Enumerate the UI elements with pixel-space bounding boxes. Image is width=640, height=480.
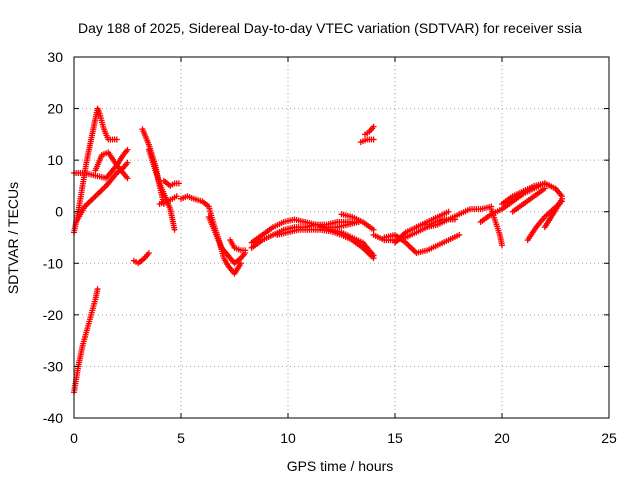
x-tick-label: 5 xyxy=(177,430,185,446)
data-series-arc-z xyxy=(488,206,505,249)
chart-title: Day 188 of 2025, Sidereal Day-to-day VTE… xyxy=(78,20,582,36)
plot-frame xyxy=(73,56,610,419)
data-series-arc-ad xyxy=(541,195,565,231)
data-point-marker xyxy=(370,252,377,259)
data-series-arc-ab xyxy=(509,185,548,215)
x-tick-label: 25 xyxy=(601,430,617,446)
y-tick-label: -40 xyxy=(43,410,63,426)
data-point-marker xyxy=(124,175,131,182)
data-series-arc-m xyxy=(227,237,249,254)
data-point-marker xyxy=(541,185,548,192)
data-point-marker xyxy=(370,123,377,130)
data-point-marker xyxy=(370,136,377,143)
data-point-marker xyxy=(113,136,120,143)
data-series-arc-t xyxy=(362,123,377,138)
data-series-arc-f xyxy=(130,249,152,267)
x-axis-label: GPS time / hours xyxy=(287,458,394,474)
data-point-marker xyxy=(451,216,458,223)
data-series-arc-q xyxy=(317,224,377,259)
data-series-arc-h xyxy=(145,146,178,233)
data-series-arc-a xyxy=(71,286,101,396)
data-point-marker xyxy=(370,226,377,233)
x-tick-label: 10 xyxy=(280,430,296,446)
data-point-marker xyxy=(552,185,559,192)
data-series-arc-w xyxy=(392,208,452,246)
y-tick-label: 10 xyxy=(47,152,63,168)
data-point-marker xyxy=(173,193,180,200)
data-series-arc-e xyxy=(92,149,131,182)
data-series-arc-l xyxy=(205,213,249,267)
y-tick-label: -30 xyxy=(43,358,63,374)
data-point-marker xyxy=(558,195,565,202)
data-point-marker xyxy=(124,159,131,166)
data-point-marker xyxy=(242,247,249,254)
data-series-arc-o xyxy=(248,216,362,246)
data-point-marker xyxy=(94,286,101,293)
data-series-arc-aa xyxy=(499,180,559,207)
data-point-marker xyxy=(237,260,244,267)
data-point-marker xyxy=(171,226,178,233)
data-series-arc-x xyxy=(419,216,458,228)
data-series-arc-v xyxy=(381,231,463,256)
y-tick-label: -20 xyxy=(43,307,63,323)
data-point-marker xyxy=(499,242,505,249)
data-series-arc-i xyxy=(156,193,180,207)
data-series-arc-j xyxy=(160,177,182,189)
y-tick-label: 20 xyxy=(47,101,63,117)
data-series-arc-r xyxy=(338,211,377,233)
y-axis-label: SDTVAR / TECUs xyxy=(5,182,21,294)
y-tick-label: 30 xyxy=(47,49,63,65)
x-tick-label: 20 xyxy=(494,430,510,446)
data-series-arc-s xyxy=(357,136,377,146)
data-point-marker xyxy=(145,249,152,256)
data-point-marker xyxy=(445,208,452,215)
data-point-marker xyxy=(175,180,182,187)
y-tick-label: -10 xyxy=(43,255,63,271)
data-points xyxy=(71,105,565,396)
x-tick-label: 0 xyxy=(70,430,78,446)
x-tick-label: 15 xyxy=(387,430,403,446)
data-point-marker xyxy=(124,146,131,153)
y-tick-label: 0 xyxy=(55,204,63,220)
axis-ticks: 0 5 10 15 20 25 -40 -30 -20 -10 0 10 20 30 xyxy=(43,49,617,446)
data-point-marker xyxy=(456,231,463,238)
data-series-arc-d xyxy=(73,159,131,226)
